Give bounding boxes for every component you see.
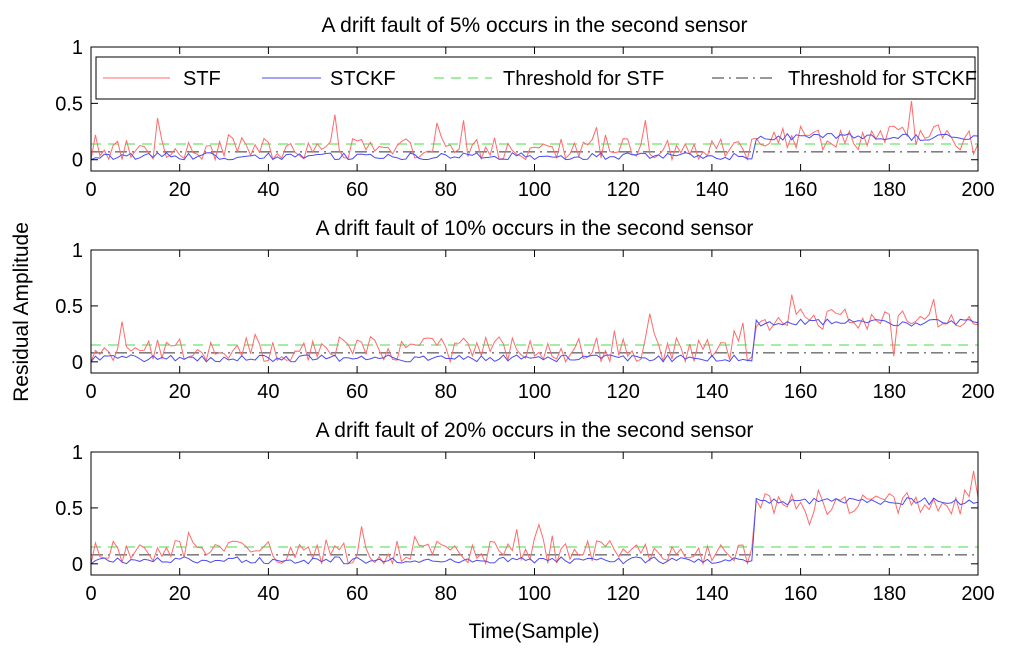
panel-2: A drift fault of 10% occurs in the secon… [55,217,995,403]
x-axis-label: Time(Sample) [468,620,599,643]
x-tick-label: 140 [695,583,728,605]
y-tick-label: 1 [72,240,83,262]
plot-area [91,101,978,162]
x-tick-label: 180 [873,381,906,403]
y-tick-label: 0 [72,554,83,576]
legend-label-1: STF [183,68,221,90]
legend: STF STCKF Threshold for STF Threshold for S… [95,56,977,100]
x-tick-label: 60 [346,381,368,403]
x-tick-label: 40 [257,179,279,201]
x-tick-label: 80 [435,381,457,403]
series-stckf-line [91,318,978,363]
x-tick-label: 120 [607,179,640,201]
panel-3: A drift fault of 20% occurs in the secon… [55,419,995,605]
x-tick-label: 0 [85,179,96,201]
x-tick-label: 20 [169,583,191,605]
series-stf-line [91,470,978,566]
legend-box [95,56,976,100]
x-tick-label: 140 [695,179,728,201]
x-tick-label: 100 [518,381,551,403]
y-tick-label: 1 [72,442,83,464]
legend-label-3: Threshold for STF [503,68,664,90]
x-tick-label: 100 [518,583,551,605]
panel-title: A drift fault of 10% occurs in the secon… [316,217,754,240]
panels: A drift fault of 5% occurs in the second… [55,14,995,605]
x-tick-label: 120 [607,583,640,605]
y-tick-label: 0.5 [55,93,83,115]
legend-label-4: Threshold for STCKF [788,68,977,90]
x-tick-label: 200 [961,179,994,201]
x-tick-label: 180 [873,179,906,201]
x-tick-label: 140 [695,381,728,403]
x-tick-label: 100 [518,179,551,201]
x-tick-label: 60 [346,583,368,605]
plot-area [91,294,978,364]
plot-area [91,470,978,566]
y-tick-label: 0 [72,150,83,172]
x-tick-label: 200 [961,583,994,605]
legend-label-2: STCKF [330,68,396,90]
series-stf-line [91,294,978,364]
axes-box [90,451,979,576]
x-tick-label: 80 [435,179,457,201]
y-tick-label: 1 [72,37,83,59]
x-tick-label: 200 [961,381,994,403]
x-tick-label: 80 [435,583,457,605]
x-tick-label: 60 [346,179,368,201]
series-stf-line [91,101,978,162]
x-tick-label: 0 [85,583,96,605]
x-tick-label: 120 [607,381,640,403]
y-axis-label: Residual Amplitude [10,222,33,402]
panel-title: A drift fault of 20% occurs in the secon… [316,419,754,442]
series-stckf-line [91,497,978,565]
y-tick-label: 0 [72,352,83,374]
x-tick-label: 160 [784,381,817,403]
x-tick-label: 20 [169,381,191,403]
y-tick-label: 0.5 [55,296,83,318]
x-tick-label: 40 [257,381,279,403]
x-tick-label: 160 [784,179,817,201]
x-tick-label: 0 [85,381,96,403]
x-tick-label: 20 [169,179,191,201]
series-stckf-line [91,132,978,161]
y-tick-label: 0.5 [55,498,83,520]
panel-title: A drift fault of 5% occurs in the second… [321,14,747,37]
panel-1: A drift fault of 5% occurs in the second… [55,14,995,201]
x-tick-label: 180 [873,583,906,605]
x-tick-label: 160 [784,583,817,605]
x-tick-label: 40 [257,583,279,605]
